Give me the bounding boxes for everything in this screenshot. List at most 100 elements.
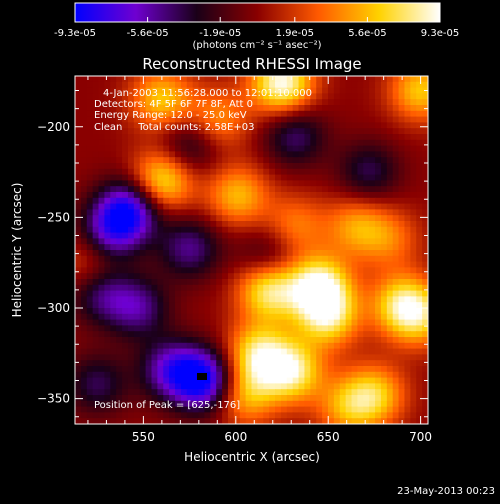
heatmap-cell [245,284,253,292]
heatmap-cell [163,279,170,286]
heatmap-cell [398,302,406,309]
heatmap-cell [251,331,258,338]
heatmap-cell [316,418,323,424]
heatmap-cell [175,342,182,350]
heatmap-cell [86,360,94,367]
heatmap-cell [263,366,270,373]
heatmap-cell [375,232,382,239]
heatmap-cell [339,279,347,286]
heatmap-cell [380,279,388,286]
heatmap-cell [422,366,428,373]
heatmap-cell [422,284,428,292]
heatmap-cell [239,81,247,89]
heatmap-cell [92,209,100,216]
heatmap-cell [357,134,364,141]
heatmap-cell [175,337,182,344]
heatmap-cell [151,261,158,268]
heatmap-cell [280,273,288,280]
heatmap-cell [339,400,347,408]
heatmap-cell [327,261,335,268]
heatmap-cell [404,232,411,239]
heatmap-cell [180,221,188,228]
heatmap-cell [151,226,158,234]
heatmap-cell [275,377,282,384]
heatmap-cell [398,93,406,100]
heatmap-cell [204,389,211,396]
heatmap-cell [139,308,147,315]
heatmap-cell [186,360,194,367]
heatmap-cell [304,145,311,152]
heatmap-cell [127,342,135,350]
heatmap-cell [104,371,111,379]
heatmap-cell [86,221,94,228]
heatmap-cell [80,313,88,321]
heatmap-cell [192,180,200,187]
heatmap-cell [398,215,406,222]
heatmap-cell [186,226,194,234]
heatmap-cell [116,157,123,164]
heatmap-cell [339,99,347,106]
heatmap-cell [169,354,176,361]
heatmap-cell [280,400,288,408]
heatmap-cell [304,122,311,129]
heatmap-cell [245,313,253,321]
heatmap-cell [404,354,411,361]
heatmap-cell [222,331,229,338]
heatmap-cell [269,105,276,112]
heatmap-cell [80,290,88,297]
heatmap-cell [98,337,106,344]
heatmap-cell [410,348,417,355]
heatmap-cell [157,302,164,309]
heatmap-cell [304,168,311,176]
heatmap-cell [180,290,188,297]
heatmap-cell [169,383,176,390]
heatmap-cell [151,157,158,164]
heatmap-cell [216,151,223,158]
heatmap-cell [122,215,129,222]
heatmap-cell [351,412,358,419]
heatmap-cell [345,383,353,390]
y-axis-label: Heliocentric Y (arcsec) [10,183,24,318]
heatmap-cell [233,331,241,338]
heatmap-cell [210,383,217,390]
heatmap-cell [227,232,235,239]
heatmap-cell [210,221,217,228]
heatmap-cell [116,279,123,286]
heatmap-cell [122,302,129,309]
heatmap-cell [263,226,270,234]
heatmap-cell [386,337,394,344]
heatmap-cell [263,360,270,367]
heatmap-cell [216,308,223,315]
heatmap-cell [169,168,176,176]
heatmap-cell [222,151,229,158]
heatmap-cell [222,360,229,367]
heatmap-cell [416,395,423,402]
heatmap-cell [210,371,217,379]
heatmap-cell [251,174,258,181]
heatmap-cell [139,197,147,205]
heatmap-cell [116,308,123,315]
heatmap-cell [198,122,206,129]
heatmap-cell [269,221,276,228]
heatmap-cell [386,81,394,89]
heatmap-cell [380,261,388,268]
heatmap-cell [363,342,370,350]
heatmap-cell [163,255,170,263]
heatmap-cell [145,157,153,164]
heatmap-cell [251,273,258,280]
heatmap-cell [92,412,100,419]
heatmap-cell [292,81,300,89]
heatmap-cell [392,296,400,303]
heatmap-cell [192,273,200,280]
heatmap-cell [204,354,211,361]
heatmap-cell [416,128,423,135]
heatmap-cell [351,290,358,297]
heatmap-cell [186,93,194,100]
heatmap-cell [92,296,100,303]
heatmap-cell [133,232,141,239]
heatmap-cell [122,279,129,286]
heatmap-cell [351,371,358,379]
heatmap-cell [380,186,388,193]
heatmap-cell [163,325,170,332]
heatmap-cell [410,267,417,274]
